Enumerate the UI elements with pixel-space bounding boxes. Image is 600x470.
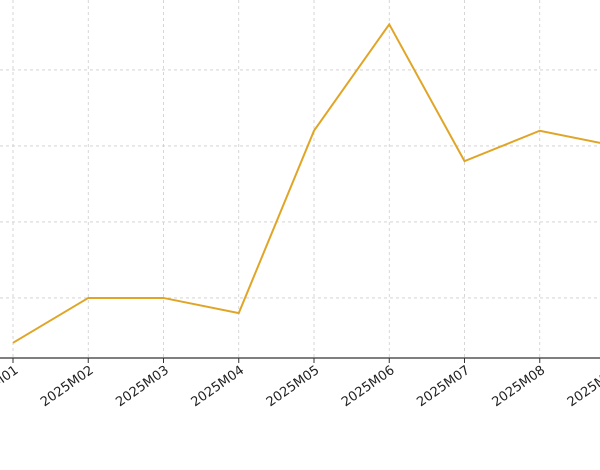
x-tick-label: 2025M05 [264, 363, 322, 410]
x-tick-label: 2025M07 [414, 363, 472, 410]
x-tick-label: 2025M06 [339, 363, 397, 410]
x-tick-label: 2025M02 [38, 363, 96, 410]
x-tick-label: 2025M01 [0, 363, 21, 410]
x-tick-label: 2025M09 [565, 363, 600, 410]
x-tick-label: 2025M08 [490, 363, 548, 410]
line-series [12, 22, 600, 344]
x-tick-label: 2025M04 [189, 363, 247, 410]
x-tick-label: 2025M03 [113, 363, 171, 410]
